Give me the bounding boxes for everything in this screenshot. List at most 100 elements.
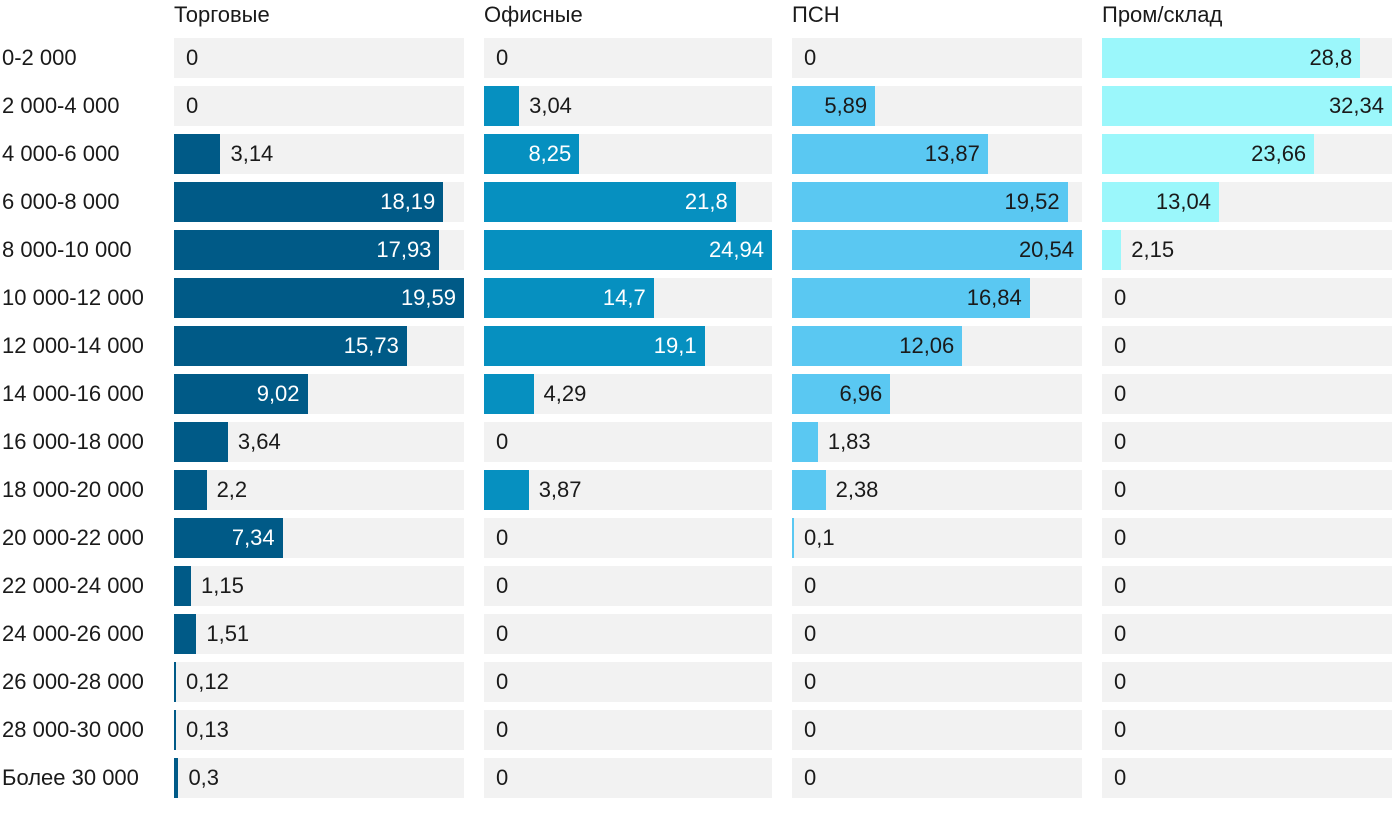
bar-track: 0 [484, 758, 772, 798]
data-label: 19,52 [1004, 189, 1060, 214]
data-label: 16,84 [966, 285, 1022, 310]
data-label: 9,02 [256, 381, 300, 406]
bar [174, 710, 176, 750]
data-label: 0 [496, 717, 509, 742]
category-label: 0-2 000 [2, 45, 77, 70]
data-label: 23,66 [1251, 141, 1307, 166]
bar-track: 18,19 [174, 182, 464, 222]
data-label: 0 [1114, 285, 1127, 310]
category-label: 8 000-10 000 [2, 237, 132, 262]
bar-track: 5,89 [792, 86, 1082, 126]
bar-track: 12,06 [792, 326, 1082, 366]
data-label: 2,38 [835, 477, 879, 502]
bar-track: 16,84 [792, 278, 1082, 318]
bar [484, 86, 520, 126]
bar-track: 0 [1102, 326, 1392, 366]
data-label: 6,96 [839, 381, 883, 406]
data-label: 32,34 [1328, 93, 1384, 118]
bar-track: 1,51 [174, 614, 464, 654]
bar-track: 0 [174, 86, 464, 126]
bar-track: 3,87 [484, 470, 772, 510]
bar-track: 32,34 [1102, 86, 1392, 126]
data-label: 0 [804, 765, 817, 790]
data-label: 0 [1114, 525, 1127, 550]
bar [792, 134, 988, 174]
bar-track: 0 [484, 38, 772, 78]
bar [792, 518, 794, 558]
bar-track: 0 [1102, 518, 1392, 558]
bar-track: 24,94 [484, 230, 772, 270]
data-label: 0 [496, 573, 509, 598]
bar-track: 3,14 [174, 134, 464, 174]
bar-track: 19,52 [792, 182, 1082, 222]
bar [174, 566, 192, 606]
data-label: 0 [496, 669, 509, 694]
bar-track: 17,93 [174, 230, 464, 270]
bar [174, 134, 221, 174]
category-label: 18 000-20 000 [2, 477, 144, 502]
bar-track: 8,25 [484, 134, 772, 174]
data-label: 0,1 [804, 525, 835, 550]
bar-track: 19,1 [484, 326, 772, 366]
bar-track: 15,73 [174, 326, 464, 366]
bar-track: 0 [792, 710, 1082, 750]
bar-track: 4,29 [484, 374, 772, 414]
data-label: 0 [804, 669, 817, 694]
data-label: 3,04 [529, 93, 572, 118]
bar [174, 422, 228, 462]
bar [792, 230, 1082, 270]
bar-track: 0 [484, 566, 772, 606]
bar-track: 0 [484, 614, 772, 654]
bar [1102, 230, 1122, 270]
bar-track: 0 [1102, 710, 1392, 750]
data-label: 7,34 [231, 525, 275, 550]
bar [484, 470, 529, 510]
bar-track: 0 [1102, 374, 1392, 414]
bar-track: 14,7 [484, 278, 772, 318]
series-title: Офисные [484, 2, 583, 27]
bar-track: 1,83 [792, 422, 1082, 462]
bar-track: 0 [792, 758, 1082, 798]
bar [174, 662, 176, 702]
data-label: 0 [1114, 477, 1127, 502]
bar [484, 278, 654, 318]
category-label: Более 30 000 [2, 765, 139, 790]
bar-track: 13,87 [792, 134, 1082, 174]
series-title: ПСН [792, 2, 840, 27]
data-label: 0 [496, 429, 509, 454]
data-label: 3,64 [237, 429, 281, 454]
bar-track: 0 [1102, 758, 1392, 798]
category-label: 14 000-16 000 [2, 381, 144, 406]
bar-track: 0,3 [174, 758, 464, 798]
data-label: 4,29 [543, 381, 587, 406]
data-label: 2,2 [216, 477, 248, 502]
data-label: 1,51 [206, 621, 250, 646]
data-label: 0 [1114, 381, 1127, 406]
data-label: 21,8 [684, 189, 728, 214]
bar [484, 182, 736, 222]
data-label: 1,15 [201, 573, 244, 598]
data-label: 5,89 [824, 93, 868, 118]
bar [792, 374, 891, 414]
data-label: 0 [186, 93, 199, 118]
data-label: 24,94 [708, 237, 764, 262]
data-label: 19,1 [653, 333, 697, 358]
data-label: 0 [186, 45, 199, 70]
bar-track: 3,64 [174, 422, 464, 462]
bar [174, 758, 179, 798]
data-label: 14,7 [602, 285, 646, 310]
data-label: 15,73 [343, 333, 399, 358]
bar-track: 0 [484, 422, 772, 462]
data-label: 0,13 [186, 717, 229, 742]
category-label: 22 000-24 000 [2, 573, 144, 598]
data-label: 3,87 [538, 477, 582, 502]
bar [792, 278, 1030, 318]
category-label: 16 000-18 000 [2, 429, 144, 454]
data-label: 0 [1114, 717, 1127, 742]
bar-track: 0 [1102, 422, 1392, 462]
category-label: 26 000-28 000 [2, 669, 144, 694]
data-label: 8,25 [528, 141, 572, 166]
data-label: 0 [1114, 669, 1127, 694]
bar-track: 0 [792, 566, 1082, 606]
bar [174, 374, 308, 414]
